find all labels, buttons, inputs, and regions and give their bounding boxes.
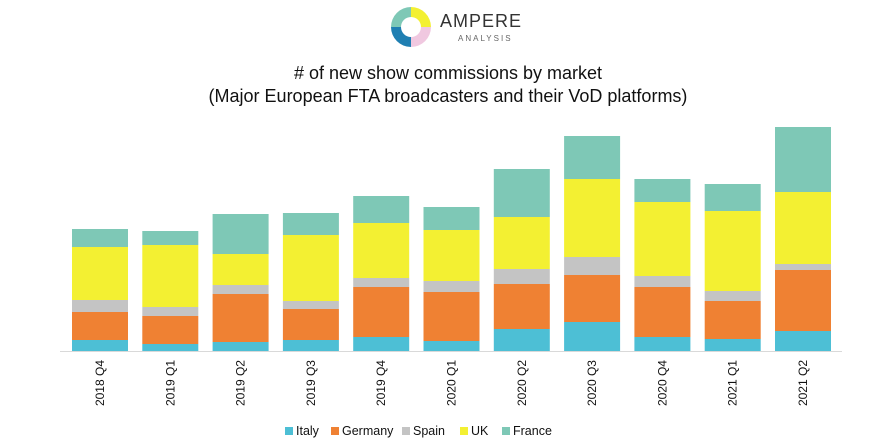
bar-france-2019-q4 <box>353 196 410 223</box>
bar-spain-2020-q1 <box>423 281 480 292</box>
x-tick-label: 2020 Q4 <box>655 360 669 406</box>
bar-spain-2018-q4 <box>72 300 128 312</box>
bar-france-2019-q2 <box>212 214 269 254</box>
bar-italy-2019-q2 <box>212 342 269 351</box>
bar-uk-2019-q1 <box>142 245 199 307</box>
bar-spain-2019-q4 <box>353 278 410 287</box>
bar-germany-2021-q2 <box>775 270 831 331</box>
x-tick-labels: 2018 Q4 2019 Q1 2019 Q2 2019 Q3 2019 Q4 2020 … <box>93 360 810 406</box>
ampere-analysis-logo: AMPERE ANALYSIS <box>388 4 548 50</box>
bar-uk-2019-q2 <box>212 254 269 285</box>
legend-label-germany: Germany <box>342 424 394 438</box>
bar-italy-2020-q2 <box>493 329 550 351</box>
bar-italy-2021-q1 <box>704 339 761 351</box>
bar-spain-2020-q3 <box>564 257 621 275</box>
legend-swatch-germany <box>331 427 339 435</box>
bar-spain-2020-q4 <box>634 276 691 287</box>
brand-name: AMPERE <box>440 11 523 31</box>
bar-germany-2020-q1 <box>423 292 480 341</box>
x-tick-label: 2020 Q2 <box>515 360 529 406</box>
bar-france-2019-q1 <box>142 231 199 245</box>
legend-label-uk: UK <box>471 424 489 438</box>
bar-spain-2020-q2 <box>493 269 550 284</box>
x-tick-label: 2019 Q1 <box>163 360 177 406</box>
x-tick-label: 2020 Q1 <box>445 360 459 406</box>
bar-germany-2019-q4 <box>353 287 410 337</box>
x-tick-label: 2021 Q1 <box>726 360 740 406</box>
legend-swatch-spain <box>402 427 410 435</box>
bar-germany-2020-q2 <box>493 284 550 329</box>
bar-uk-2020-q3 <box>564 179 621 257</box>
bar-germany-2018-q4 <box>72 312 128 340</box>
bar-uk-2019-q3 <box>282 235 339 301</box>
bars-group <box>72 127 831 351</box>
legend-swatch-italy <box>285 427 293 435</box>
bar-france-2020-q2 <box>493 169 550 217</box>
bar-spain-2021-q2 <box>775 264 831 270</box>
legend-label-spain: Spain <box>413 424 445 438</box>
bar-uk-2018-q4 <box>72 247 128 300</box>
bar-germany-2020-q3 <box>564 275 621 322</box>
bar-uk-2019-q4 <box>353 223 410 278</box>
bar-uk-2020-q4 <box>634 202 691 276</box>
x-tick-label: 2019 Q2 <box>234 360 248 406</box>
bar-france-2021-q1 <box>704 184 761 211</box>
bar-france-2021-q2 <box>775 127 831 192</box>
bar-france-2019-q3 <box>282 213 339 235</box>
legend-label-italy: Italy <box>296 424 320 438</box>
legend-swatch-uk <box>460 427 468 435</box>
bar-italy-2019-q1 <box>142 344 199 351</box>
x-tick-label: 2019 Q3 <box>304 360 318 406</box>
x-tick-label: 2020 Q3 <box>585 360 599 406</box>
bar-germany-2020-q4 <box>634 287 691 337</box>
bar-italy-2020-q4 <box>634 337 691 351</box>
bar-france-2018-q4 <box>72 229 128 247</box>
bar-spain-2019-q1 <box>142 307 199 316</box>
bar-germany-2019-q3 <box>282 309 339 340</box>
legend: Italy Germany Spain UK France <box>285 424 552 438</box>
bar-germany-2019-q2 <box>212 294 269 342</box>
bar-germany-2019-q1 <box>142 316 199 344</box>
bar-uk-2020-q2 <box>493 217 550 269</box>
x-tick-label: 2018 Q4 <box>93 360 107 406</box>
bar-uk-2021-q1 <box>704 211 761 291</box>
bar-france-2020-q3 <box>564 136 621 179</box>
bar-uk-2021-q2 <box>775 192 831 264</box>
bar-italy-2020-q1 <box>423 341 480 351</box>
bar-italy-2021-q2 <box>775 331 831 351</box>
bar-spain-2019-q3 <box>282 301 339 309</box>
bar-spain-2019-q2 <box>212 285 269 294</box>
chart-title: # of new show commissions by market <box>293 63 603 83</box>
x-tick-label: 2021 Q2 <box>796 360 810 406</box>
bar-italy-2018-q4 <box>72 340 128 351</box>
legend-swatch-france <box>502 427 510 435</box>
bar-italy-2019-q3 <box>282 340 339 351</box>
bar-germany-2021-q1 <box>704 301 761 339</box>
legend-label-france: France <box>513 424 552 438</box>
x-tick-label: 2019 Q4 <box>374 360 388 406</box>
bar-italy-2019-q4 <box>353 337 410 351</box>
bar-france-2020-q4 <box>634 179 691 202</box>
chart-title-block: # of new show commissions by market (Maj… <box>0 62 896 108</box>
chart-subtitle: (Major European FTA broadcasters and the… <box>208 86 688 106</box>
brand-subtitle: ANALYSIS <box>458 34 513 43</box>
ampere-logo-mark <box>391 7 431 47</box>
bar-spain-2021-q1 <box>704 291 761 301</box>
bar-france-2020-q1 <box>423 207 480 230</box>
bar-italy-2020-q3 <box>564 322 621 351</box>
bar-uk-2020-q1 <box>423 230 480 281</box>
